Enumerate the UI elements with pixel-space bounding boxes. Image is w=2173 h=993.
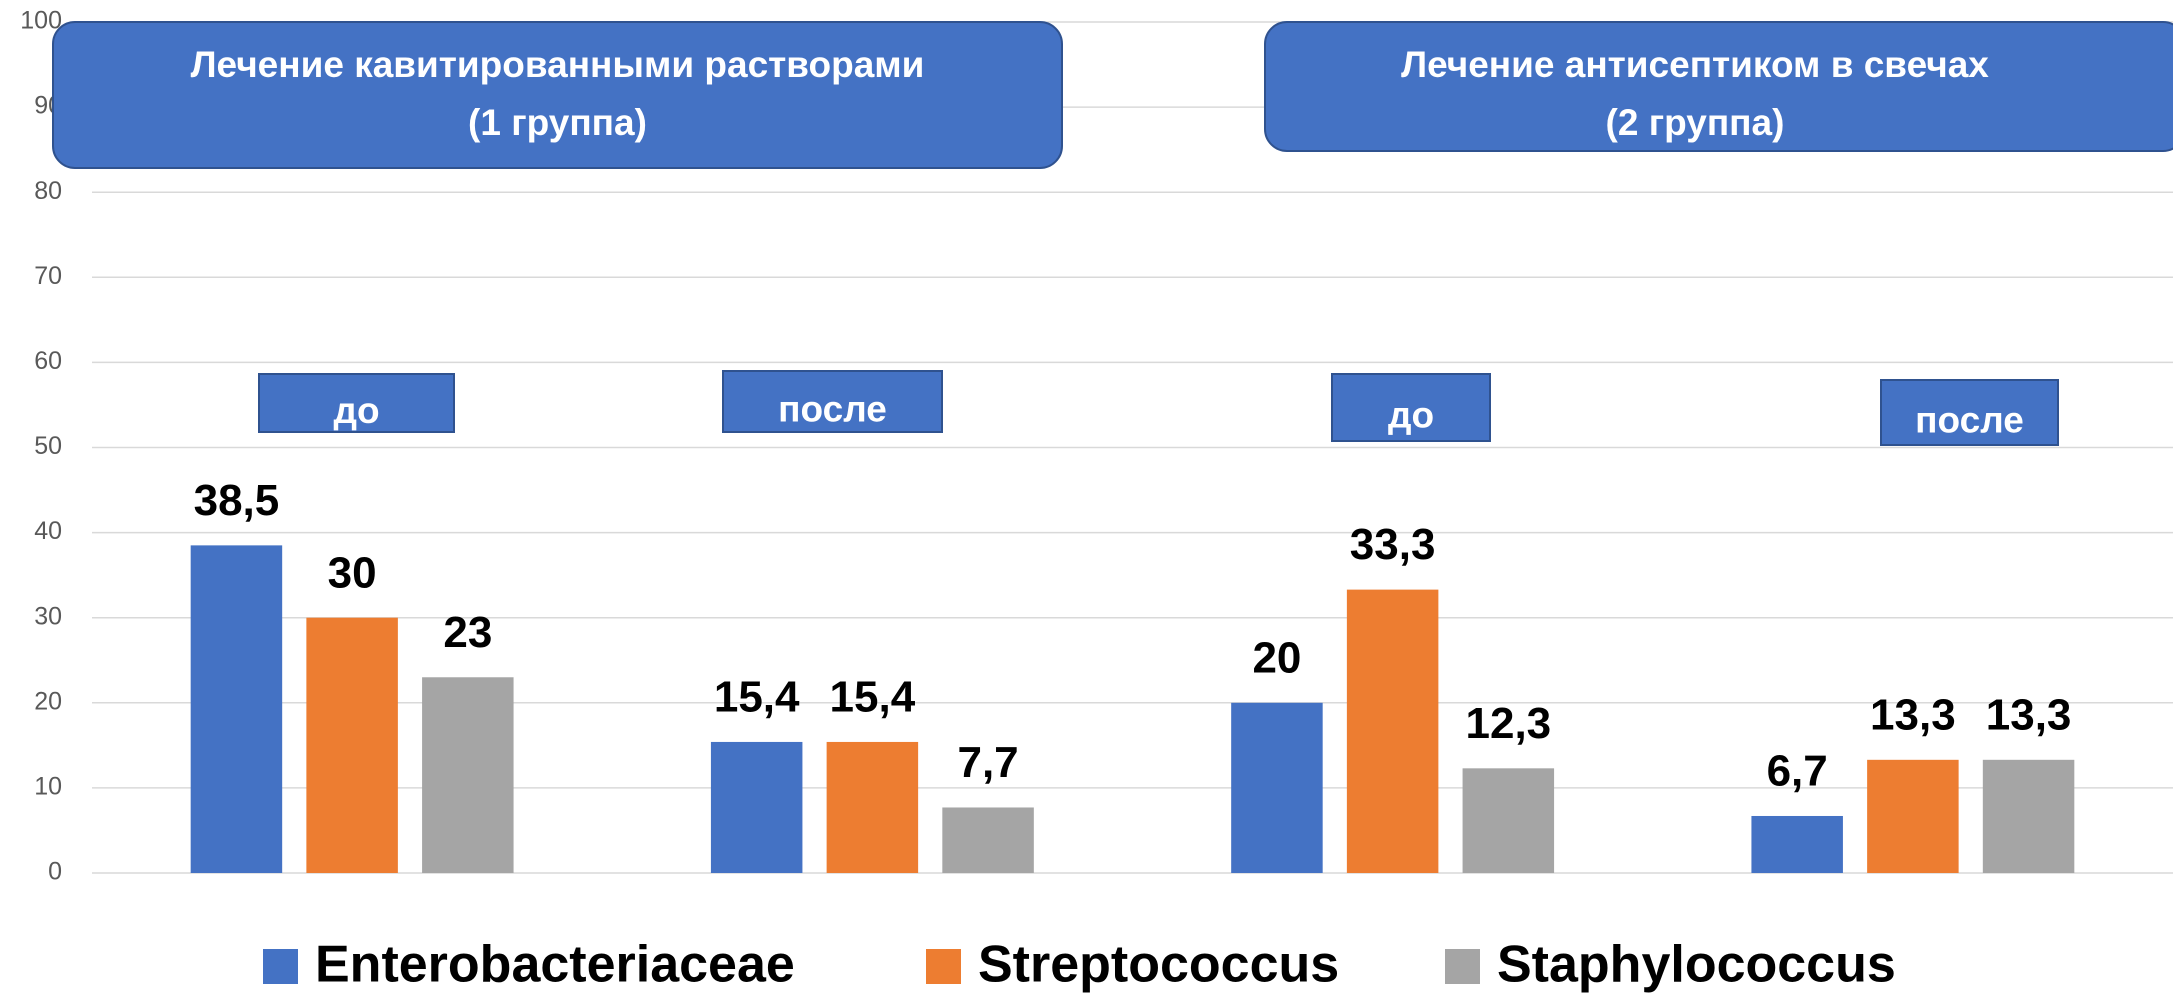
annotation-box — [1264, 21, 2173, 152]
value-label: 38,5 — [194, 476, 280, 525]
value-label: 6,7 — [1767, 747, 1828, 796]
y-tick-label: 30 — [34, 602, 62, 630]
bar — [1982, 759, 2075, 873]
y-tick-label: 40 — [34, 517, 62, 545]
legend-swatch — [926, 949, 961, 984]
y-tick-label: 60 — [34, 347, 62, 375]
annotation-text: после — [1915, 399, 2024, 440]
bar — [1231, 702, 1323, 873]
annotation-text: (1 группа) — [468, 102, 647, 143]
bar — [942, 807, 1034, 873]
value-label: 30 — [328, 548, 377, 597]
value-label: 15,4 — [830, 673, 916, 722]
bar — [710, 741, 803, 873]
annotation-box — [722, 370, 943, 433]
legend-label: Streptococcus — [978, 936, 1339, 993]
value-label: 12,3 — [1466, 699, 1552, 748]
value-label: 13,3 — [1870, 690, 1956, 739]
y-tick-label: 80 — [34, 177, 62, 205]
y-tick-label: 10 — [34, 773, 62, 801]
value-label: 23 — [443, 608, 492, 657]
annotation-box — [1880, 379, 2059, 446]
bar — [190, 545, 283, 873]
value-label: 33,3 — [1350, 520, 1436, 569]
bar — [422, 677, 514, 873]
annotation-box — [258, 373, 455, 433]
bar — [826, 741, 919, 873]
bar — [306, 617, 398, 873]
bar — [1867, 759, 1959, 873]
annotation-text: после — [778, 388, 887, 429]
y-tick-label: 0 — [48, 858, 62, 886]
annotation-text: Лечение антисептиком в свечах — [1401, 44, 1989, 85]
legend-label: Enterobacteriaceae — [315, 936, 795, 993]
bar — [1346, 589, 1439, 873]
legend-label: Staphylococcus — [1497, 936, 1896, 993]
y-tick-label: 50 — [34, 432, 62, 460]
value-label: 13,3 — [1986, 690, 2072, 739]
value-label: 15,4 — [714, 673, 800, 722]
bar — [1751, 815, 1843, 873]
y-tick-label: 100 — [20, 7, 62, 35]
value-label: 20 — [1252, 633, 1301, 682]
y-tick-label: 70 — [34, 262, 62, 290]
annotation-text: до — [1388, 394, 1434, 435]
annotation-text: (2 группа) — [1606, 102, 1785, 143]
annotation-box — [52, 21, 1063, 169]
legend-swatch — [263, 949, 298, 984]
legend-swatch — [1445, 949, 1480, 984]
annotation-text: до — [333, 390, 379, 431]
bar — [1462, 768, 1555, 873]
annotation-text: Лечение кавитированными растворами — [191, 44, 925, 85]
annotation-box — [1331, 373, 1491, 442]
value-label: 7,7 — [957, 738, 1018, 787]
y-tick-label: 20 — [34, 687, 62, 715]
